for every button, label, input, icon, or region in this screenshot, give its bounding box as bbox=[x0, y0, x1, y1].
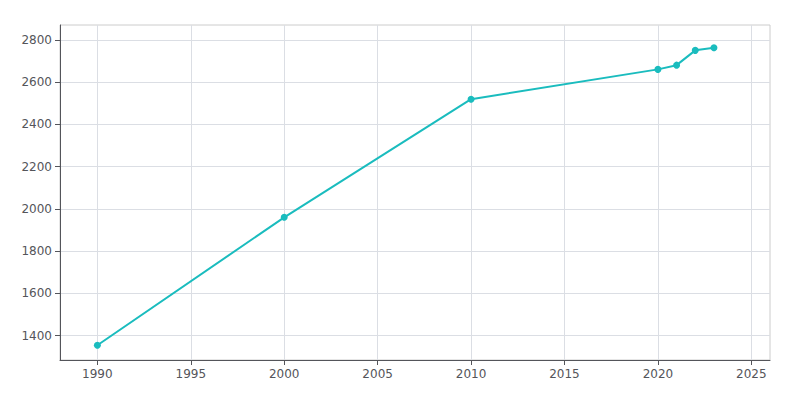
svg-text:2005: 2005 bbox=[362, 367, 393, 381]
svg-text:1400: 1400 bbox=[21, 329, 52, 343]
svg-text:1990: 1990 bbox=[82, 367, 113, 381]
svg-text:2010: 2010 bbox=[456, 367, 487, 381]
svg-text:2000: 2000 bbox=[21, 202, 52, 216]
svg-text:2800: 2800 bbox=[21, 33, 52, 47]
svg-text:2015: 2015 bbox=[549, 367, 580, 381]
svg-text:1600: 1600 bbox=[21, 286, 52, 300]
svg-text:1995: 1995 bbox=[176, 367, 207, 381]
svg-text:2200: 2200 bbox=[21, 160, 52, 174]
svg-text:2400: 2400 bbox=[21, 117, 52, 131]
svg-text:2000: 2000 bbox=[269, 367, 300, 381]
svg-text:1800: 1800 bbox=[21, 244, 52, 258]
svg-text:2600: 2600 bbox=[21, 75, 52, 89]
svg-text:2020: 2020 bbox=[643, 367, 674, 381]
svg-text:2025: 2025 bbox=[736, 367, 767, 381]
